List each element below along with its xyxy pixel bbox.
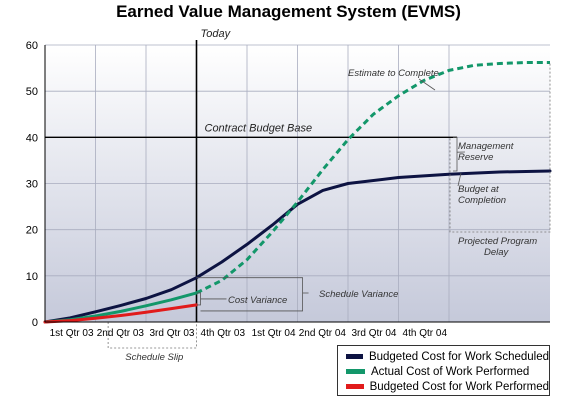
legend-swatch-3 [346, 384, 364, 389]
management-reserve-label-2: Reserve [458, 152, 493, 163]
schedule-slip-label: Schedule Slip [125, 352, 183, 363]
series-lines [43, 61, 552, 324]
schedule-variance-bracket [196, 277, 303, 312]
chart-title: Earned Value Management System (EVMS) [116, 2, 461, 21]
x-tick-label-3: 3rd Qtr 03 [149, 328, 194, 339]
x-tick-label-1: 1st Qtr 03 [50, 328, 94, 339]
y-tick-label-20: 20 [26, 225, 38, 237]
x-tick-label-5: 1st Qtr 04 [252, 328, 296, 339]
axes: 0 10 20 30 40 50 60 1st Qtr 03 2nd Qtr 03 3rd Qtr… [26, 40, 550, 339]
budget-at-completion-label-2: Completion [458, 195, 506, 206]
x-tick-label-6: 2nd Qtr 04 [299, 328, 347, 339]
legend-swatch-1 [346, 354, 363, 359]
series-line-1 [43, 169, 552, 324]
estimate-to-complete-leader [418, 78, 436, 91]
y-tick-label-40: 40 [26, 132, 38, 144]
x-tick-label-7: 3rd Qtr 04 [351, 328, 396, 339]
legend-label-3: Budgeted Cost for Work Performed [369, 380, 549, 393]
legend-label-1: Budgeted Cost for Work Scheduled [368, 350, 549, 363]
legend-item-1: Budgeted Cost for Work Scheduled [346, 349, 549, 364]
legend-label-2: Actual Cost of Work Performed [371, 365, 530, 378]
series-line-4 [43, 303, 198, 324]
annotations: Today Contract Budget Base Estimate to Com… [107, 28, 551, 363]
x-tick-label-4: 4th Qtr 03 [201, 328, 246, 339]
series-line-3 [195, 61, 550, 295]
estimate-to-complete-label: Estimate to Complete [348, 68, 439, 79]
projected-delay-label-2: Delay [484, 247, 510, 258]
management-reserve-label-1: Management [458, 141, 514, 152]
schedule-slip-bracket [107, 322, 197, 349]
reference-lines [45, 40, 457, 322]
x-tick-label-8: 4th Qtr 04 [403, 328, 448, 339]
y-tick-label-0: 0 [32, 317, 38, 329]
legend-item-3: Budgeted Cost for Work Performed [346, 379, 549, 394]
today-label: Today [201, 28, 232, 40]
budget-at-completion-label-1: Budget at [458, 184, 499, 195]
schedule-variance-label: Schedule Variance [319, 289, 398, 300]
projected-delay-label-1: Projected Program [458, 236, 537, 247]
budget-at-completion-leader [457, 172, 462, 187]
legend: Budgeted Cost for Work Scheduled Actual C… [337, 345, 550, 396]
legend-item-2: Actual Cost of Work Performed [346, 364, 549, 379]
x-tick-label-2: 2nd Qtr 03 [97, 328, 145, 339]
legend-swatch-2 [346, 369, 365, 374]
y-tick-label-10: 10 [26, 271, 38, 283]
contract-budget-base-label: Contract Budget Base [205, 122, 313, 134]
cost-variance-label: Cost Variance [228, 295, 287, 306]
y-tick-label-50: 50 [26, 86, 38, 98]
y-tick-label-30: 30 [26, 179, 38, 191]
management-reserve-bracket [453, 136, 458, 172]
y-tick-label-60: 60 [26, 40, 38, 52]
